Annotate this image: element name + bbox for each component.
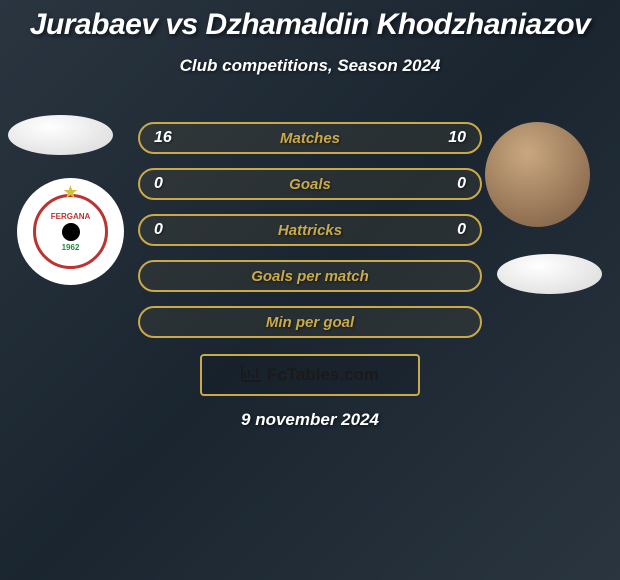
avatar-right [485,122,590,227]
stat-left-value: 0 [154,175,163,193]
stat-right-value: 0 [457,175,466,193]
chart-icon [241,364,263,387]
stat-row: 0 Hattricks 0 [138,214,482,246]
ball-icon [62,223,80,241]
page-title: Jurabaev vs Dzhamaldin Khodzhaniazov [0,0,620,42]
stat-left-value: 0 [154,221,163,239]
avatar-placeholder-right [497,254,602,294]
club-year: 1962 [62,243,80,252]
stat-right-value: 0 [457,221,466,239]
club-name: FERGANA [51,212,91,221]
date-line: 9 november 2024 [0,410,620,430]
page-subtitle: Club competitions, Season 2024 [0,56,620,76]
stat-row: 16 Matches 10 [138,122,482,154]
stats-container: 16 Matches 10 0 Goals 0 0 Hattricks 0 Go… [138,122,482,338]
branding-box: FcTables.com [200,354,420,396]
stat-label: Hattricks [278,222,342,239]
stat-right-value: 10 [448,129,466,147]
stat-label: Goals [289,176,331,193]
stat-row: 0 Goals 0 [138,168,482,200]
stat-label: Goals per match [251,268,369,285]
star-icon: ★ [62,182,78,203]
stat-label: Min per goal [266,314,354,331]
stat-row: Min per goal [138,306,482,338]
stat-label: Matches [280,130,340,147]
stat-left-value: 16 [154,129,172,147]
club-badge-left: ★ FERGANA 1962 [17,178,124,285]
avatar-placeholder-left [8,115,113,155]
branding-text: FcTables.com [267,365,379,385]
stat-row: Goals per match [138,260,482,292]
